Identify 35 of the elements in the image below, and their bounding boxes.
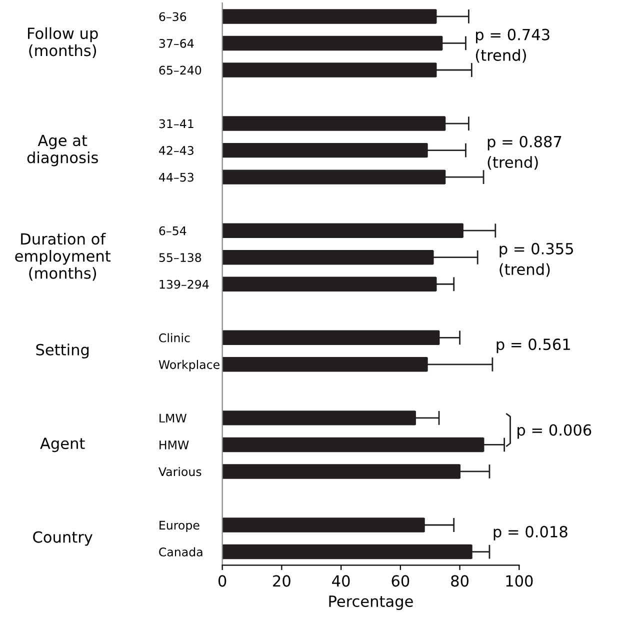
annotation: p = 0.743 (trend) <box>476 28 550 63</box>
x-tick-label: 80 <box>451 575 468 587</box>
annotation: p = 0.561 <box>496 338 570 354</box>
y-tick-label: 6–54 <box>159 226 186 236</box>
y-tick-label: Europe <box>160 520 200 532</box>
x-tick-label: 40 <box>332 575 350 587</box>
text: Agent <box>40 438 85 452</box>
text: Duration of employment (months) <box>15 232 111 281</box>
y-tick-label: 31–41 <box>159 119 194 128</box>
text: Country <box>33 531 92 546</box>
x-axis-title: Percentage <box>329 596 413 610</box>
y-tick-label: 42–43 <box>159 146 194 155</box>
y-tick-label: 139–294 <box>160 280 209 289</box>
y-tick-label: 37–64 <box>159 38 194 48</box>
y-tick-label: 6–36 <box>159 12 186 22</box>
y-tick-label: Canada <box>159 547 202 556</box>
annotation: p = 0.887 (trend) <box>488 136 562 170</box>
x-tick-label: 60 <box>392 575 410 587</box>
y-tick-label: 55–138 <box>159 253 202 262</box>
y-tick-label: Various <box>158 466 202 476</box>
text: Age at diagnosis <box>27 134 98 166</box>
annotation: p = 0.018 <box>494 526 568 540</box>
x-tick-label: 20 <box>273 575 290 587</box>
text: Follow up (months) <box>28 27 98 58</box>
y-tick-label: Workplace <box>158 360 220 372</box>
y-tick-label: 65–240 <box>159 66 202 75</box>
text: Setting <box>36 344 89 358</box>
annotation: p = 0.006 <box>518 424 592 439</box>
x-tick-label: 100 <box>506 575 533 587</box>
y-tick-label: HMW <box>160 440 189 450</box>
y-tick-label: Clinic <box>159 333 190 342</box>
y-tick-label: 44–53 <box>159 172 194 182</box>
y-tick-label: LMW <box>160 414 186 422</box>
annotation: p = 0.355 (trend) <box>500 242 573 277</box>
x-tick-label: 0 <box>218 575 226 587</box>
